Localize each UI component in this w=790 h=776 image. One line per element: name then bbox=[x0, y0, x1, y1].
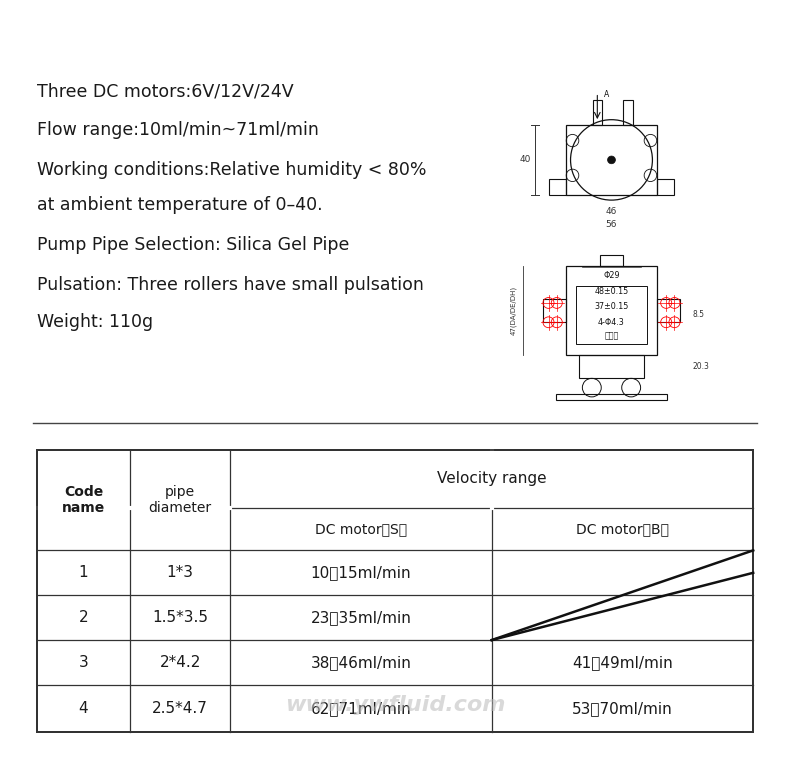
Text: 1*3: 1*3 bbox=[167, 565, 194, 580]
Text: 53～70ml/min: 53～70ml/min bbox=[572, 701, 673, 716]
Bar bbox=[556, 393, 667, 400]
Text: 20.3: 20.3 bbox=[692, 362, 709, 371]
Bar bbox=[600, 255, 623, 266]
Bar bbox=[549, 179, 566, 195]
Text: 2.5*4.7: 2.5*4.7 bbox=[152, 701, 208, 716]
Text: 62～71ml/min: 62～71ml/min bbox=[310, 701, 412, 716]
Text: Pulsation: Three rollers have small pulsation: Pulsation: Three rollers have small puls… bbox=[37, 276, 423, 294]
Bar bbox=[576, 286, 647, 344]
Text: 1.5*3.5: 1.5*3.5 bbox=[152, 610, 208, 625]
Circle shape bbox=[608, 156, 615, 164]
Text: DC motor（S）: DC motor（S） bbox=[315, 522, 407, 536]
Text: Code
name: Code name bbox=[62, 485, 105, 515]
Text: 3: 3 bbox=[78, 655, 88, 670]
Text: Velocity range: Velocity range bbox=[437, 471, 547, 487]
Text: DC motor（B）: DC motor（B） bbox=[576, 522, 669, 536]
Bar bbox=[623, 100, 633, 125]
Text: 4: 4 bbox=[78, 701, 88, 716]
Bar bbox=[566, 266, 656, 355]
Text: at ambient temperature of 0–40.: at ambient temperature of 0–40. bbox=[37, 196, 322, 214]
Text: 47(DA/DE/DH): 47(DA/DE/DH) bbox=[510, 286, 517, 335]
Text: www.ywfluid.com: www.ywfluid.com bbox=[285, 695, 505, 715]
Text: 40: 40 bbox=[520, 155, 531, 165]
Bar bbox=[656, 179, 674, 195]
Text: Three DC motors:6V/12V/24V: Three DC motors:6V/12V/24V bbox=[37, 82, 293, 101]
Text: 10～15ml/min: 10～15ml/min bbox=[310, 565, 412, 580]
Bar bbox=[543, 299, 566, 322]
Text: 56: 56 bbox=[606, 220, 617, 229]
Text: A: A bbox=[604, 90, 609, 99]
Text: 1: 1 bbox=[78, 565, 88, 580]
Text: Working conditions:Relative humidity < 80%: Working conditions:Relative humidity < 8… bbox=[37, 161, 427, 179]
Text: 8.5: 8.5 bbox=[692, 310, 704, 319]
Text: 用户用: 用户用 bbox=[604, 331, 619, 340]
Bar bbox=[566, 125, 656, 195]
Bar bbox=[656, 299, 680, 322]
Text: Weight: 110g: Weight: 110g bbox=[37, 313, 153, 331]
Text: 2*4.2: 2*4.2 bbox=[160, 655, 201, 670]
Text: 23～35ml/min: 23～35ml/min bbox=[310, 610, 412, 625]
Text: Φ29: Φ29 bbox=[604, 272, 620, 280]
Bar bbox=[592, 100, 602, 125]
Text: Flow range:10ml/min~71ml/min: Flow range:10ml/min~71ml/min bbox=[37, 121, 318, 139]
Text: 38～46ml/min: 38～46ml/min bbox=[310, 655, 412, 670]
Bar bbox=[37, 450, 753, 732]
Text: 46: 46 bbox=[606, 207, 617, 217]
Text: 2: 2 bbox=[78, 610, 88, 625]
Text: 37±0.15: 37±0.15 bbox=[594, 303, 629, 311]
Text: 48±0.15: 48±0.15 bbox=[594, 287, 629, 296]
Text: 41～49ml/min: 41～49ml/min bbox=[572, 655, 673, 670]
Bar bbox=[579, 355, 644, 379]
Text: pipe
diameter: pipe diameter bbox=[149, 485, 212, 515]
Text: 4-Φ4.3: 4-Φ4.3 bbox=[598, 318, 625, 327]
Text: Pump Pipe Selection: Silica Gel Pipe: Pump Pipe Selection: Silica Gel Pipe bbox=[37, 237, 349, 255]
